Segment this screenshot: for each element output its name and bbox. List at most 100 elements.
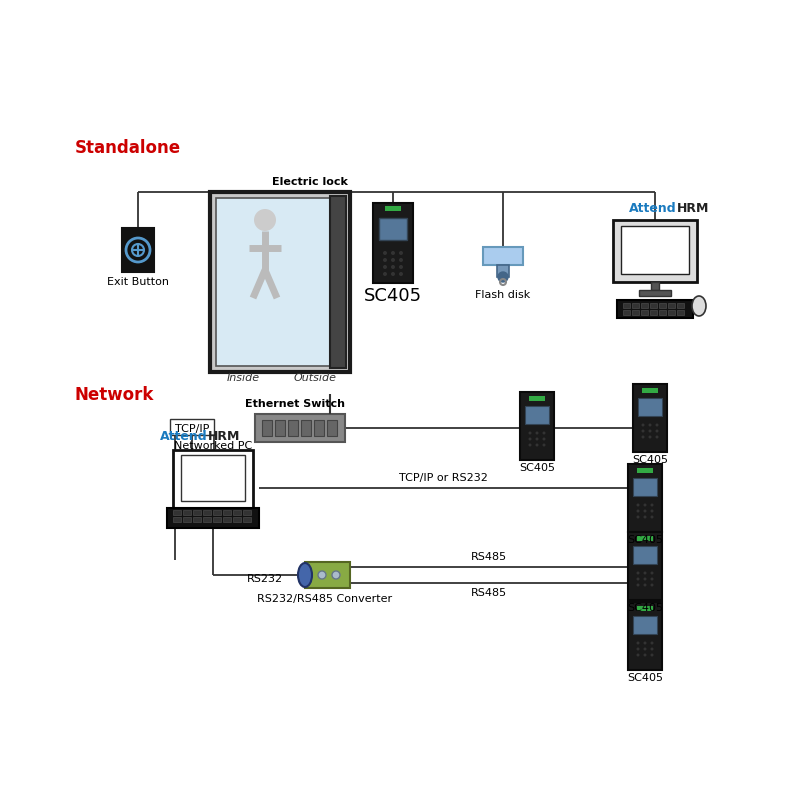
Text: SC405: SC405 — [627, 603, 663, 613]
Text: Standalone: Standalone — [75, 139, 181, 157]
Bar — [122, 228, 154, 272]
Circle shape — [399, 272, 403, 276]
Circle shape — [391, 251, 395, 255]
Circle shape — [399, 251, 403, 255]
Circle shape — [650, 578, 654, 581]
Bar — [520, 392, 554, 460]
Text: SC405: SC405 — [632, 455, 668, 465]
Bar — [659, 310, 666, 315]
Bar — [628, 532, 662, 600]
Circle shape — [498, 272, 508, 282]
Circle shape — [637, 578, 639, 581]
Circle shape — [643, 642, 646, 645]
Bar — [650, 310, 657, 315]
Circle shape — [649, 423, 651, 426]
Bar — [623, 310, 630, 315]
Bar — [301, 420, 311, 436]
Bar — [633, 546, 657, 564]
Text: Exit Button: Exit Button — [107, 277, 169, 287]
Circle shape — [650, 503, 654, 506]
Bar — [525, 406, 549, 424]
Bar — [373, 203, 413, 283]
Text: SC405: SC405 — [364, 287, 422, 305]
Bar — [621, 226, 689, 274]
Bar — [628, 464, 662, 532]
Text: Networked PC: Networked PC — [174, 441, 252, 451]
Bar — [193, 517, 201, 522]
Circle shape — [529, 443, 531, 446]
Bar — [183, 517, 191, 522]
Circle shape — [535, 443, 538, 446]
Circle shape — [529, 438, 531, 441]
Bar — [637, 606, 653, 611]
Bar — [379, 218, 407, 240]
Bar — [216, 198, 330, 366]
Text: TCP/IP: TCP/IP — [175, 424, 209, 434]
Circle shape — [637, 654, 639, 657]
Bar — [628, 602, 662, 670]
Text: Network: Network — [75, 386, 154, 404]
Bar — [677, 310, 684, 315]
Bar — [650, 303, 657, 308]
Circle shape — [383, 258, 387, 262]
Circle shape — [383, 265, 387, 269]
Circle shape — [535, 438, 538, 441]
Bar — [617, 300, 693, 318]
Circle shape — [391, 265, 395, 269]
Text: Inside: Inside — [226, 373, 259, 383]
Bar — [213, 517, 221, 522]
Bar — [659, 303, 666, 308]
Circle shape — [529, 431, 531, 434]
Circle shape — [643, 647, 646, 650]
Circle shape — [650, 654, 654, 657]
Circle shape — [655, 435, 658, 438]
Bar — [203, 517, 211, 522]
Circle shape — [637, 571, 639, 574]
Bar — [529, 396, 545, 401]
Text: HRM: HRM — [677, 202, 710, 214]
Circle shape — [643, 515, 646, 518]
Circle shape — [643, 503, 646, 506]
Circle shape — [126, 238, 150, 262]
Circle shape — [637, 647, 639, 650]
Text: Flash disk: Flash disk — [475, 290, 530, 300]
Circle shape — [643, 583, 646, 586]
Circle shape — [650, 642, 654, 645]
Circle shape — [655, 430, 658, 433]
Circle shape — [535, 431, 538, 434]
Text: Ethernet Switch: Ethernet Switch — [245, 399, 345, 409]
Text: RS485: RS485 — [471, 552, 507, 562]
Text: SC405: SC405 — [519, 463, 555, 473]
Ellipse shape — [298, 563, 312, 587]
Circle shape — [637, 515, 639, 518]
Bar — [651, 282, 659, 290]
Circle shape — [650, 571, 654, 574]
Bar — [255, 414, 345, 442]
Bar — [275, 420, 285, 436]
Circle shape — [637, 583, 639, 586]
Bar — [305, 562, 350, 588]
Bar — [314, 420, 324, 436]
Bar — [668, 303, 675, 308]
Bar — [677, 303, 684, 308]
Bar — [497, 265, 509, 277]
Circle shape — [642, 435, 645, 438]
Bar — [385, 206, 401, 211]
Circle shape — [318, 571, 326, 579]
Bar — [223, 517, 231, 522]
Bar — [641, 310, 648, 315]
Circle shape — [383, 272, 387, 276]
Bar — [632, 310, 639, 315]
Circle shape — [655, 423, 658, 426]
Bar — [173, 517, 181, 522]
Ellipse shape — [692, 296, 706, 316]
Bar — [170, 419, 214, 435]
Circle shape — [542, 431, 546, 434]
Circle shape — [542, 443, 546, 446]
Bar — [262, 420, 272, 436]
Bar — [210, 192, 350, 372]
Circle shape — [649, 430, 651, 433]
Text: TCP/IP or RS232: TCP/IP or RS232 — [398, 473, 487, 483]
Bar — [633, 478, 657, 496]
Text: Attend: Attend — [160, 430, 208, 442]
